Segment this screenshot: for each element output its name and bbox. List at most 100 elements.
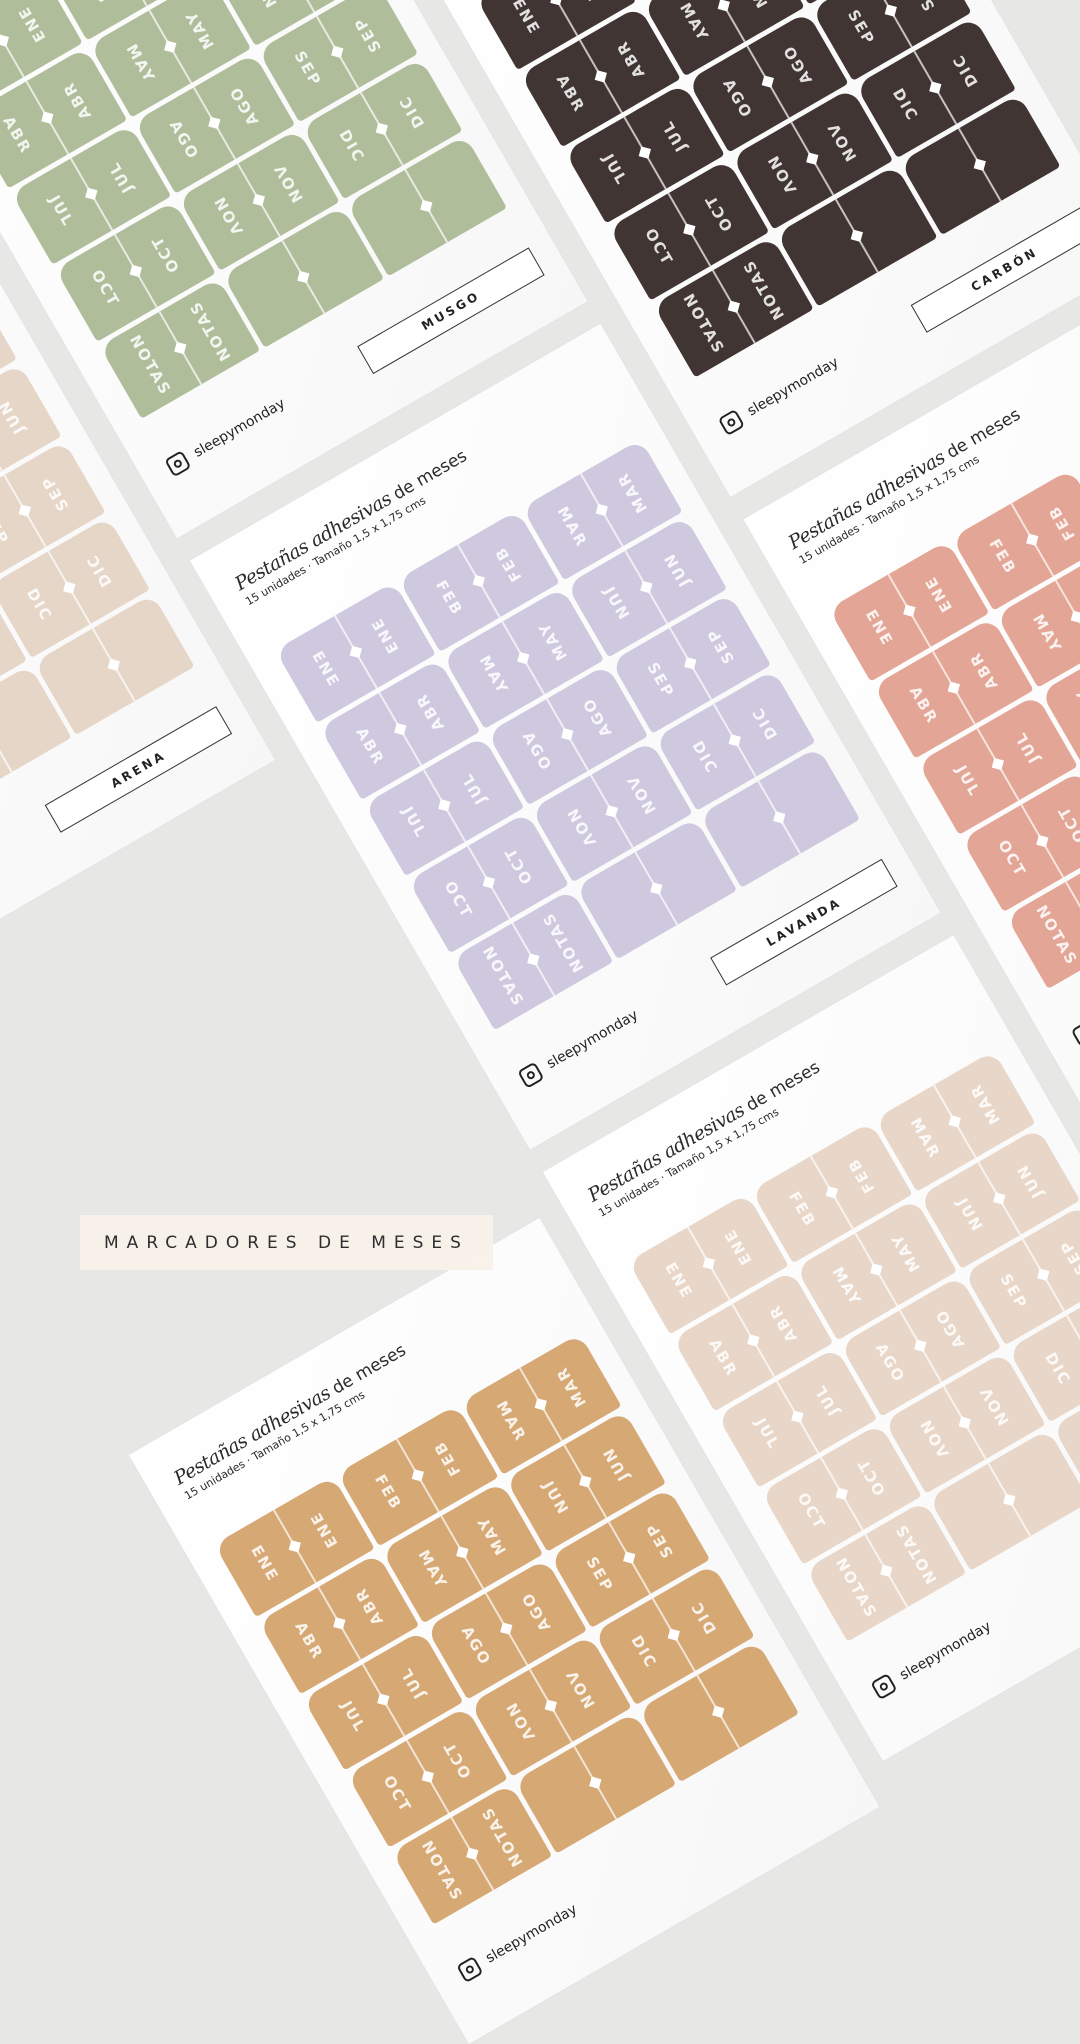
- tab-label: DIC: [627, 1632, 662, 1672]
- tab-label: AGO: [225, 83, 263, 130]
- tab-label: ENE: [367, 613, 403, 657]
- tab-label: AGO: [519, 728, 557, 775]
- tab-label: JUL: [1011, 728, 1044, 767]
- brand-footer: sleepymonday: [870, 1617, 995, 1701]
- instagram-icon: [717, 408, 746, 437]
- tab-label: NOTAS: [1032, 902, 1080, 969]
- tab-label: JUN: [1012, 1160, 1047, 1202]
- tab-label: ENE: [661, 1259, 697, 1303]
- brand-footer: sleepymonday: [717, 353, 843, 437]
- tab-label: ABR: [350, 1584, 387, 1629]
- brand-footer: sleepymonday: [517, 1005, 642, 1089]
- tab-label: JUL: [810, 1381, 844, 1420]
- tab-label: JUN: [952, 1194, 987, 1236]
- tab-label: NOTAS: [478, 943, 528, 1011]
- tab-label: SEP: [350, 13, 385, 56]
- tab-grid: ENEENEFEBFEBMARMARABRABRMAYMAYJUNJUNJULJ…: [0, 0, 508, 419]
- tab-label: JUL: [45, 192, 78, 231]
- tab-label: SEP: [582, 1554, 618, 1597]
- tab-label: JUL: [398, 804, 431, 842]
- tab-label: SEP: [904, 0, 939, 15]
- tab-label: JUN: [659, 549, 694, 590]
- tab-label: DIC: [889, 85, 923, 125]
- tab-label: JUL: [337, 1698, 370, 1737]
- tab-label: DIC: [687, 1597, 721, 1638]
- tab-label: MAY: [534, 617, 572, 664]
- brand-handle: sleepymonday: [744, 354, 842, 420]
- tab-label: JUN: [0, 396, 28, 438]
- sheet-title-italic: Pestañas adhesivas: [584, 1099, 749, 1207]
- tab-label: NOV: [502, 1700, 540, 1747]
- tab-label: ENE: [861, 606, 897, 650]
- tab-label: ABR: [291, 1618, 328, 1663]
- tab-label: JUN: [247, 0, 281, 13]
- brand-handle: sleepymonday: [483, 1901, 580, 1967]
- tab-label: SEP: [0, 507, 13, 549]
- tab-label: NOV: [623, 771, 661, 818]
- tab-label: JUL: [598, 151, 632, 190]
- tab-label: OCT: [641, 225, 678, 270]
- sheet-title-italic: Pestañas adhesivas: [784, 446, 949, 554]
- tab-label: MAY: [887, 1229, 925, 1275]
- tab-label: AGO: [719, 76, 757, 123]
- tab-label: DIC: [948, 50, 983, 91]
- tab-notch: [1070, 610, 1080, 623]
- tab-label: MAY: [1028, 611, 1066, 657]
- tab-label: JUN: [538, 1477, 573, 1519]
- tab-label: MAR: [551, 1363, 590, 1411]
- tab-label: MAR: [492, 1397, 531, 1445]
- tab-label: SEP: [1056, 1236, 1080, 1279]
- brand-handle: sleepymonday: [191, 395, 288, 461]
- tab-label: JUL: [658, 117, 691, 155]
- tab-label: DIC: [23, 585, 57, 625]
- tab-label: OCT: [794, 1489, 830, 1534]
- tab-label: NOV: [916, 1417, 954, 1464]
- tab-label: OCT: [88, 266, 124, 311]
- tab-label: ENE: [921, 572, 957, 616]
- tab-label: AGO: [872, 1340, 910, 1387]
- tab-label: ABR: [965, 648, 1002, 693]
- tab-label: AGO: [166, 117, 204, 164]
- tab-label: ABR: [905, 682, 942, 727]
- tab-label: FEB: [79, 0, 114, 8]
- tab-label: MAR: [906, 1114, 945, 1162]
- brand-footer: sleepymonday: [456, 1900, 581, 1984]
- tab-label: MAY: [735, 0, 772, 11]
- tab-label: OCT: [380, 1772, 416, 1817]
- instagram-icon: [870, 1672, 898, 1701]
- tab-label: OCT: [147, 232, 184, 277]
- tab-label: JUL: [457, 769, 491, 808]
- tab-label: AGO: [517, 1588, 555, 1635]
- tab-label: FEB: [1044, 501, 1080, 544]
- instagram-icon: [517, 1061, 545, 1089]
- instagram-icon: [164, 450, 192, 478]
- tab-label: OCT: [994, 836, 1031, 881]
- brand-footer: sleepymonday: [1070, 964, 1080, 1048]
- tab-label: SEP: [844, 7, 879, 49]
- tab-label: ABR: [58, 78, 95, 123]
- tab-label: DIC: [1041, 1349, 1076, 1389]
- tab-label: MAY: [475, 652, 512, 698]
- tab-label: OCT: [441, 878, 477, 922]
- tab-label: FEB: [985, 535, 1020, 578]
- tab-label: AGO: [779, 41, 817, 88]
- tab-label: SEP: [642, 1519, 677, 1562]
- tab-label: FEB: [431, 577, 467, 620]
- title-banner: MARCADORES DE MESES: [80, 1215, 493, 1270]
- tab-label: DIC: [748, 703, 782, 743]
- tab-label: NOV: [562, 1665, 600, 1712]
- tab-label: FEB: [430, 1437, 465, 1479]
- tab-label: ENE: [308, 647, 344, 691]
- tab-label: FEB: [844, 1154, 879, 1197]
- tab-label: OCT: [439, 1738, 476, 1782]
- tab-label: FEB: [784, 1188, 820, 1231]
- tab-label: ENE: [306, 1507, 342, 1551]
- tab-label: NOV: [210, 194, 248, 241]
- tab-label: MAY: [414, 1546, 451, 1592]
- tab-label: JUL: [951, 762, 985, 801]
- tab-label: NOTAS: [477, 1803, 527, 1871]
- tab-label: NOTAS: [738, 256, 788, 324]
- tab-label: ABR: [764, 1301, 801, 1346]
- tab-grid: ENEENEFEBFEBMARMARABRABRMAYMAYJUNJUNJULJ…: [475, 0, 1061, 378]
- tab-label: ENE: [508, 0, 544, 38]
